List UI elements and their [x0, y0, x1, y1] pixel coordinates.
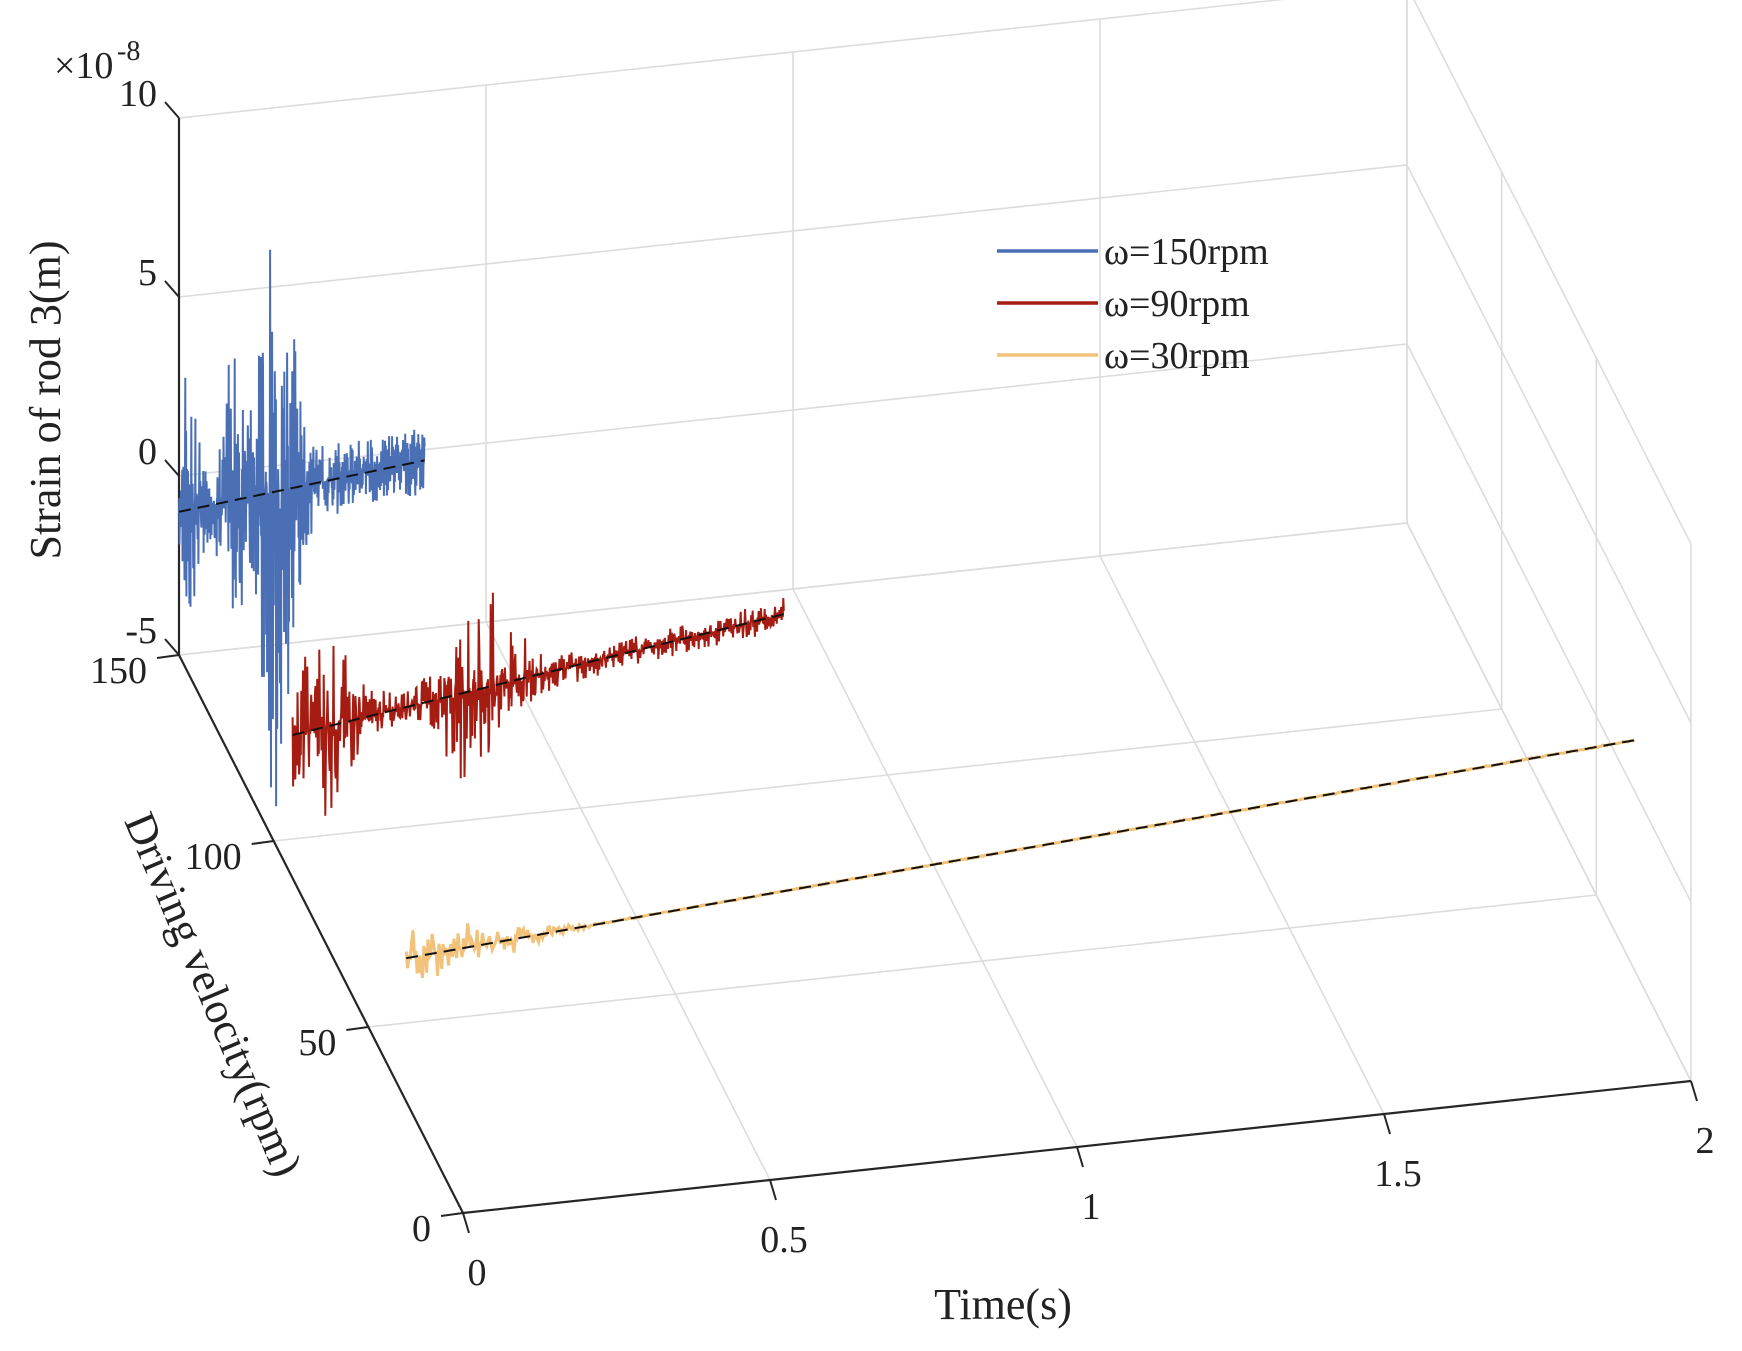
z-tick-label: 5	[138, 252, 157, 294]
x-tick-mark	[1076, 1146, 1084, 1168]
x-tick-label: 0.5	[760, 1219, 808, 1261]
series-line-30rpm	[404, 738, 1636, 979]
legend-label: ω=150rpm	[1104, 231, 1269, 273]
y-tick-mark	[156, 654, 180, 659]
z-tick-mark	[164, 280, 180, 298]
back-wall-grid-line	[178, 0, 1285, 119]
x-tick-mark	[1383, 1113, 1391, 1135]
z-tick-mark	[164, 638, 180, 656]
x-tick-mark	[1690, 1080, 1698, 1102]
floor-grid-line	[273, 708, 1502, 842]
floor-grid-line	[1099, 555, 1385, 1115]
y-tick-label: 50	[298, 1022, 336, 1064]
reference-line-150rpm	[178, 459, 425, 513]
side-wall-grid-line	[1406, 522, 1692, 1082]
z-axis-title: Strain of rod 3(m)	[21, 241, 70, 560]
z-exponent-power: -8	[117, 36, 140, 67]
grid-lines	[178, 0, 1692, 1214]
legend-item: ω=30rpm	[997, 335, 1250, 377]
y-tick-label: 150	[90, 650, 147, 692]
floor-grid-line	[485, 621, 771, 1181]
back-wall-grid-line	[178, 164, 1408, 298]
tick-labels: 0 0.5 1 1.5 2 0 50 100 150-5 0 5 10	[90, 73, 1715, 1294]
z-exponent-label: ×10 -8	[54, 36, 140, 87]
reference-line-90rpm	[292, 613, 785, 736]
x-tick-label: 1	[1082, 1186, 1101, 1228]
x-tick-label: 0	[468, 1252, 487, 1294]
legend-label: ω=30rpm	[1104, 335, 1250, 377]
axis-lines	[156, 101, 1698, 1234]
floor-grid-line	[792, 588, 1078, 1148]
legend-label: ω=90rpm	[1104, 283, 1250, 325]
side-wall-grid-line	[1406, 343, 1692, 903]
legend-item: ω=150rpm	[997, 231, 1269, 273]
x-tick-mark	[769, 1179, 777, 1201]
legend: ω=150rpm ω=90rpm ω=30rpm	[997, 231, 1269, 377]
y-tick-mark	[440, 1212, 464, 1217]
back-wall-grid-line	[178, 522, 1408, 656]
floor-grid-line	[368, 894, 1597, 1028]
legend-item: ω=90rpm	[997, 283, 1250, 325]
y-tick-label: 100	[185, 836, 242, 878]
x-tick-label: 1.5	[1374, 1153, 1422, 1195]
x-axis-title: Time(s)	[934, 1280, 1072, 1329]
series-line-90rpm	[291, 592, 785, 816]
side-wall-grid-line	[1413, 0, 1692, 545]
z-tick-label: -5	[125, 610, 157, 652]
y-tick-mark	[346, 1026, 369, 1031]
side-wall-grid-line	[1406, 164, 1692, 724]
z-tick-mark	[164, 101, 180, 119]
z-exponent-base: ×10	[54, 45, 113, 87]
y-tick-label: 0	[412, 1208, 431, 1250]
y-axis-line	[178, 654, 464, 1214]
z-tick-label: 0	[138, 431, 157, 473]
x-tick-label: 2	[1696, 1120, 1715, 1162]
y-tick-mark	[251, 840, 274, 845]
z-tick-mark	[164, 459, 180, 477]
x-tick-mark	[462, 1212, 470, 1234]
z-tick-label: 10	[119, 73, 157, 115]
series-layer	[178, 249, 1636, 979]
